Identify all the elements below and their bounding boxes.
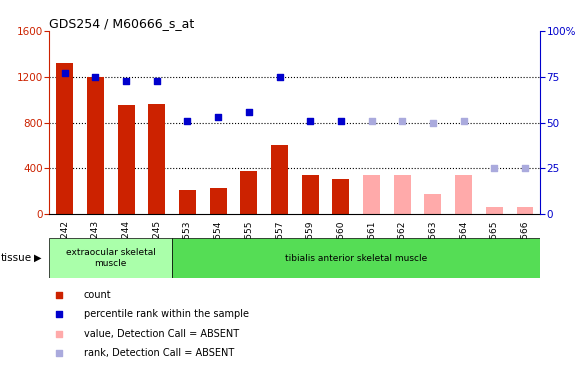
Bar	[271, 146, 288, 214]
Bar	[118, 105, 135, 214]
Point	[306, 118, 315, 124]
Point	[459, 118, 468, 124]
Bar	[517, 207, 533, 214]
Point	[213, 114, 223, 120]
Point	[490, 165, 499, 171]
Text: GDS254 / M60666_s_at: GDS254 / M60666_s_at	[49, 17, 195, 30]
Point	[428, 120, 437, 126]
Text: rank, Detection Call = ABSENT: rank, Detection Call = ABSENT	[84, 348, 234, 358]
Bar	[455, 175, 472, 214]
Point	[55, 311, 64, 317]
Text: tissue: tissue	[1, 253, 33, 263]
Text: tibialis anterior skeletal muscle: tibialis anterior skeletal muscle	[285, 254, 428, 262]
Point	[91, 74, 100, 80]
Bar	[425, 194, 442, 214]
Bar	[179, 190, 196, 214]
Point	[521, 165, 530, 171]
Bar	[363, 175, 380, 214]
Point	[55, 292, 64, 298]
Bar	[87, 77, 104, 214]
Point	[55, 330, 64, 336]
Point	[152, 78, 162, 83]
Bar	[56, 63, 73, 214]
Bar	[486, 207, 503, 214]
Bar	[148, 104, 165, 214]
Bar	[49, 238, 172, 278]
Point	[367, 118, 376, 124]
Text: count: count	[84, 290, 112, 300]
Text: percentile rank within the sample: percentile rank within the sample	[84, 309, 249, 319]
Point	[55, 350, 64, 356]
Point	[183, 118, 192, 124]
Bar	[172, 238, 540, 278]
Bar	[332, 179, 349, 214]
Point	[60, 70, 69, 76]
Bar	[302, 175, 318, 214]
Bar	[241, 171, 257, 214]
Point	[397, 118, 407, 124]
Point	[121, 78, 131, 83]
Text: ▶: ▶	[34, 253, 42, 263]
Bar	[394, 175, 411, 214]
Text: extraocular skeletal
muscle: extraocular skeletal muscle	[66, 248, 156, 268]
Point	[336, 118, 346, 124]
Point	[275, 74, 284, 80]
Bar	[210, 188, 227, 214]
Point	[244, 109, 253, 115]
Text: value, Detection Call = ABSENT: value, Detection Call = ABSENT	[84, 329, 239, 339]
